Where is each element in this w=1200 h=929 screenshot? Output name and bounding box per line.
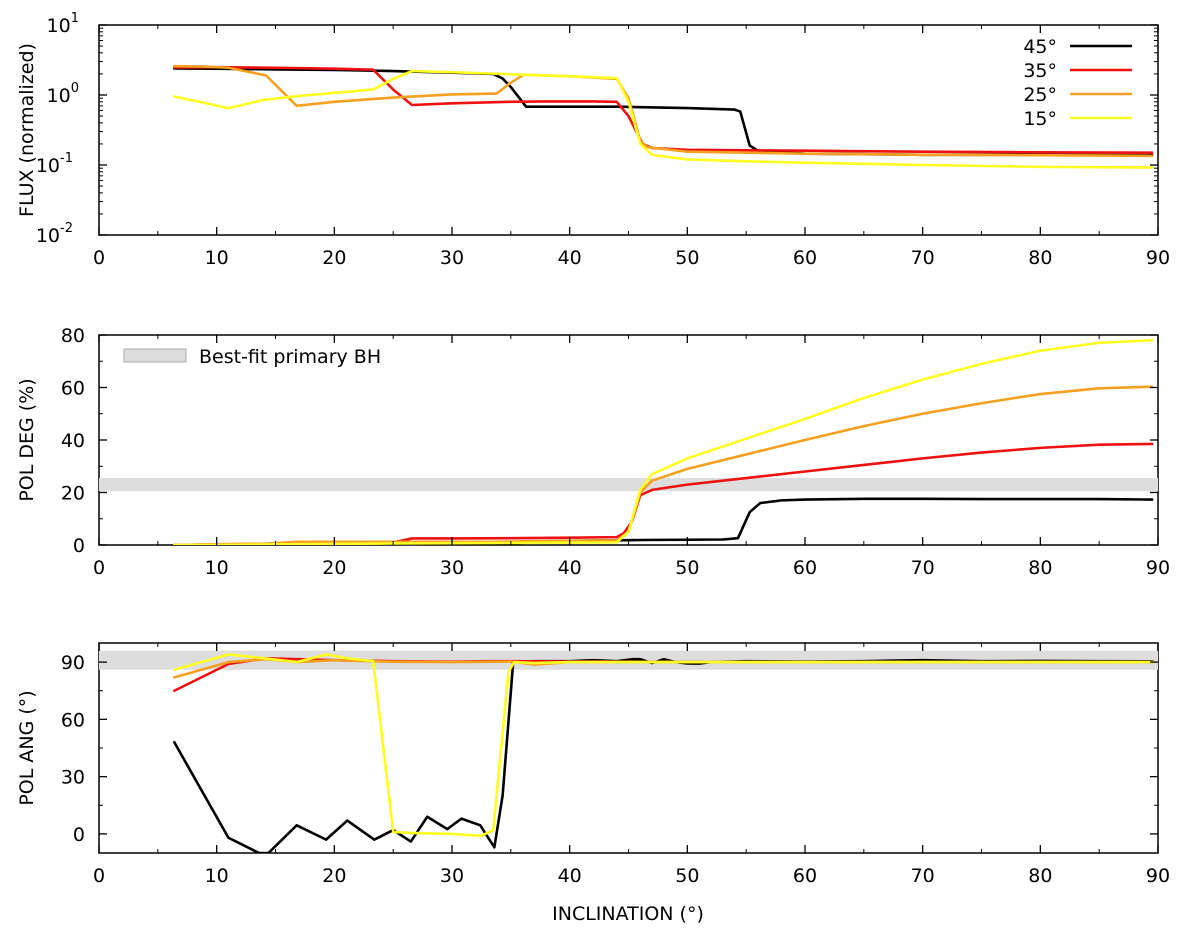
flux-x-tick-label: 30 — [440, 247, 464, 269]
pol-deg-x-tick-label: 90 — [1146, 557, 1170, 579]
pol-ang-series-15-line — [173, 653, 1154, 838]
pol-deg-series-15-line — [173, 338, 1154, 545]
pol-ang-x-tick-label: 90 — [1146, 865, 1170, 887]
pol-ang-y-axis-title: POL ANG (°) — [16, 690, 38, 805]
flux-y-tick-label: 100 — [47, 81, 79, 107]
pol-deg-legend: Best-fit primary BH — [123, 346, 381, 368]
pol-deg-x-tick-label: 10 — [205, 557, 229, 579]
flux-axis-ticks: 0 10 20 30 40 50 60 70 80 90 101 100 10-1 10-2 — [36, 11, 1170, 269]
pol-deg-y-tick-label: 0 — [73, 535, 85, 557]
flux-x-tick-label: 40 — [558, 247, 582, 269]
flux-legend-label: 45° — [1023, 36, 1057, 58]
pol-ang-plot-content — [99, 650, 1158, 853]
flux-y-tick-label: 10-2 — [36, 221, 73, 247]
pol-ang-plot-frame — [98, 642, 1159, 854]
flux-series-25-line — [173, 64, 1154, 158]
pol-deg-y-tick-label: 80 — [61, 325, 85, 347]
flux-series-45-line — [173, 67, 1154, 157]
flux-y-axis-title: FLUX (normalized) — [16, 43, 38, 217]
pol-ang-x-tick-label: 70 — [911, 865, 935, 887]
pol-deg-x-tick-label: 70 — [911, 557, 935, 579]
pol-deg-x-tick-label: 30 — [440, 557, 464, 579]
pol-deg-series-25-line — [173, 385, 1154, 545]
flux-y-tick-label: 10-1 — [36, 151, 73, 177]
pol-deg-panel: 0 10 20 30 40 50 60 70 80 90 0 20 40 60 80 POL DEG (%)… — [16, 325, 1170, 579]
flux-x-tick-label: 0 — [93, 247, 105, 269]
flux-panel: 0 10 20 30 40 50 60 70 80 90 101 100 10-1 10-2 FLUX (… — [16, 11, 1170, 269]
flux-y-tick-label: 101 — [47, 11, 79, 37]
pol-deg-series-35-line — [173, 442, 1154, 545]
pol-deg-best-fit-band — [99, 478, 1158, 492]
flux-legend-label: 25° — [1023, 84, 1057, 106]
pol-deg-x-tick-label: 20 — [322, 557, 346, 579]
pol-deg-y-tick-label: 40 — [61, 430, 85, 452]
pol-ang-y-tick-label: 0 — [73, 824, 85, 846]
flux-legend: 45°35°25°15° — [1023, 36, 1132, 130]
pol-deg-x-tick-label: 40 — [558, 557, 582, 579]
pol-deg-series-45-line — [173, 497, 1154, 545]
flux-x-tick-label: 60 — [793, 247, 817, 269]
flux-x-tick-label: 80 — [1028, 247, 1052, 269]
x-axis-title: INCLINATION (°) — [552, 903, 704, 925]
pol-ang-x-tick-label: 80 — [1028, 865, 1052, 887]
pol-deg-y-axis-title: POL DEG (%) — [16, 378, 38, 501]
pol-deg-x-tick-label: 80 — [1028, 557, 1052, 579]
pol-ang-x-tick-label: 50 — [675, 865, 699, 887]
flux-legend-label: 15° — [1023, 108, 1057, 130]
flux-plot-content — [173, 64, 1154, 169]
pol-ang-x-tick-label: 0 — [93, 865, 105, 887]
pol-ang-x-tick-label: 60 — [793, 865, 817, 887]
flux-legend-label: 35° — [1023, 60, 1057, 82]
flux-x-tick-label: 10 — [205, 247, 229, 269]
pol-deg-y-tick-label: 20 — [61, 483, 85, 505]
pol-ang-x-tick-label: 30 — [440, 865, 464, 887]
pol-deg-y-tick-label: 60 — [61, 378, 85, 400]
pol-ang-y-tick-label: 90 — [61, 652, 85, 674]
pol-deg-x-tick-label: 50 — [675, 557, 699, 579]
flux-x-tick-label: 70 — [911, 247, 935, 269]
pol-ang-series-45-line — [173, 657, 1154, 853]
flux-x-tick-label: 90 — [1146, 247, 1170, 269]
pol-ang-axis-ticks: 0 10 20 30 40 50 60 70 80 90 0 30 60 90 — [61, 643, 1170, 887]
pol-ang-x-tick-label: 20 — [322, 865, 346, 887]
pol-ang-y-tick-label: 60 — [61, 709, 85, 731]
pol-deg-band-legend-label: Best-fit primary BH — [199, 346, 381, 368]
flux-series-35-line — [173, 65, 1154, 154]
pol-ang-x-tick-label: 10 — [205, 865, 229, 887]
pol-ang-y-tick-label: 30 — [61, 767, 85, 789]
pol-ang-x-tick-label: 40 — [558, 865, 582, 887]
pol-deg-band-legend-swatch — [123, 348, 187, 363]
flux-x-tick-label: 20 — [322, 247, 346, 269]
pol-ang-panel: 0 10 20 30 40 50 60 70 80 90 0 30 60 90 POL ANG (°) I… — [16, 642, 1170, 925]
flux-plot-frame — [98, 24, 1159, 236]
pol-deg-axis-ticks: 0 10 20 30 40 50 60 70 80 90 0 20 40 60 80 — [61, 325, 1170, 579]
pol-deg-x-tick-label: 0 — [93, 557, 105, 579]
flux-x-tick-label: 50 — [675, 247, 699, 269]
pol-deg-plot-content — [99, 338, 1158, 545]
flux-series-15-line — [173, 69, 1154, 169]
pol-deg-x-tick-label: 60 — [793, 557, 817, 579]
